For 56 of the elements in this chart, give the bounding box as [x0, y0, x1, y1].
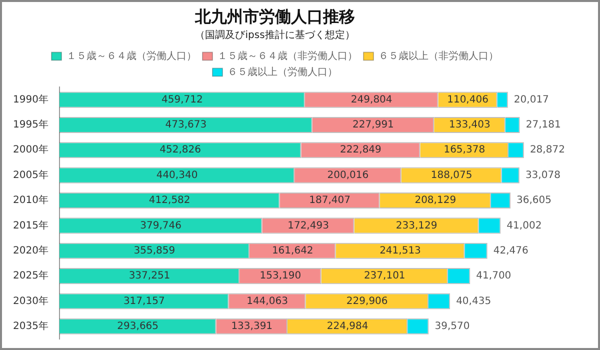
data-label: 165,378 — [444, 144, 486, 156]
data-label: 41,002 — [506, 220, 542, 232]
legend-label: １５歳～６４歳（非労働人口） — [218, 50, 358, 62]
y-tick-label: 2020年 — [12, 244, 48, 256]
data-label: 440,340 — [156, 170, 198, 181]
y-tick-label: 2035年 — [12, 320, 48, 332]
y-tick-label: 2025年 — [12, 270, 48, 282]
data-label: 227,991 — [352, 120, 394, 131]
data-label: 188,075 — [430, 170, 472, 181]
data-label: 200,016 — [327, 170, 369, 181]
data-label: 41,700 — [476, 270, 512, 282]
data-label: 42,476 — [493, 245, 528, 256]
data-label: 187,407 — [309, 195, 350, 206]
chart-subtitle: （国調及びipss推計に基づく想定） — [195, 28, 355, 41]
data-label: 233,129 — [396, 220, 438, 232]
data-label: 153,190 — [260, 270, 302, 282]
data-label: 379,746 — [140, 220, 182, 232]
data-label: 33,078 — [525, 170, 560, 181]
data-label: 144,063 — [246, 296, 288, 307]
legend-label: １５歳～６４歳（労働人口） — [66, 50, 196, 62]
data-label: 224,984 — [326, 321, 368, 332]
data-label: 412,582 — [148, 195, 190, 206]
data-label: 133,403 — [449, 120, 490, 131]
data-label: 40,435 — [456, 296, 492, 307]
y-tick-label: 1990年 — [12, 93, 48, 106]
data-label: 27,181 — [526, 120, 561, 131]
data-label: 208,129 — [414, 195, 456, 206]
data-label: 459,712 — [162, 94, 203, 106]
data-label: 36,605 — [516, 195, 552, 206]
y-tick-label: 1995年 — [12, 118, 48, 131]
data-label: 241,513 — [380, 245, 421, 256]
data-label: 20,017 — [514, 94, 549, 106]
data-label: 172,493 — [288, 220, 329, 232]
data-label: 249,804 — [350, 94, 392, 106]
data-label: 473,673 — [165, 120, 207, 131]
y-tick-label: 2030年 — [12, 294, 48, 307]
y-tick-label: 2005年 — [12, 168, 48, 181]
data-label: 222,849 — [340, 144, 382, 156]
y-tick-label: 2000年 — [12, 144, 48, 156]
data-label: 337,251 — [128, 270, 170, 282]
data-label: 28,872 — [530, 144, 565, 156]
chart-title: 北九州市労働人口推移 — [194, 6, 355, 26]
legend-label: ６５歳以上（非労働人口） — [378, 50, 498, 62]
legend-label: ６５歳以上（労働人口） — [228, 66, 338, 78]
data-label: 229,906 — [346, 296, 388, 307]
data-label: 452,826 — [160, 144, 202, 156]
data-label: 39,570 — [434, 321, 470, 332]
data-label: 237,101 — [364, 270, 406, 282]
data-label: 161,642 — [272, 245, 314, 256]
data-label: 133,391 — [231, 321, 273, 332]
y-tick-label: 2010年 — [12, 194, 48, 206]
data-label: 317,157 — [123, 296, 165, 307]
data-label: 293,665 — [117, 321, 159, 332]
y-tick-label: 2015年 — [12, 219, 48, 232]
data-label: 355,859 — [134, 245, 176, 256]
data-label: 110,406 — [447, 94, 488, 106]
